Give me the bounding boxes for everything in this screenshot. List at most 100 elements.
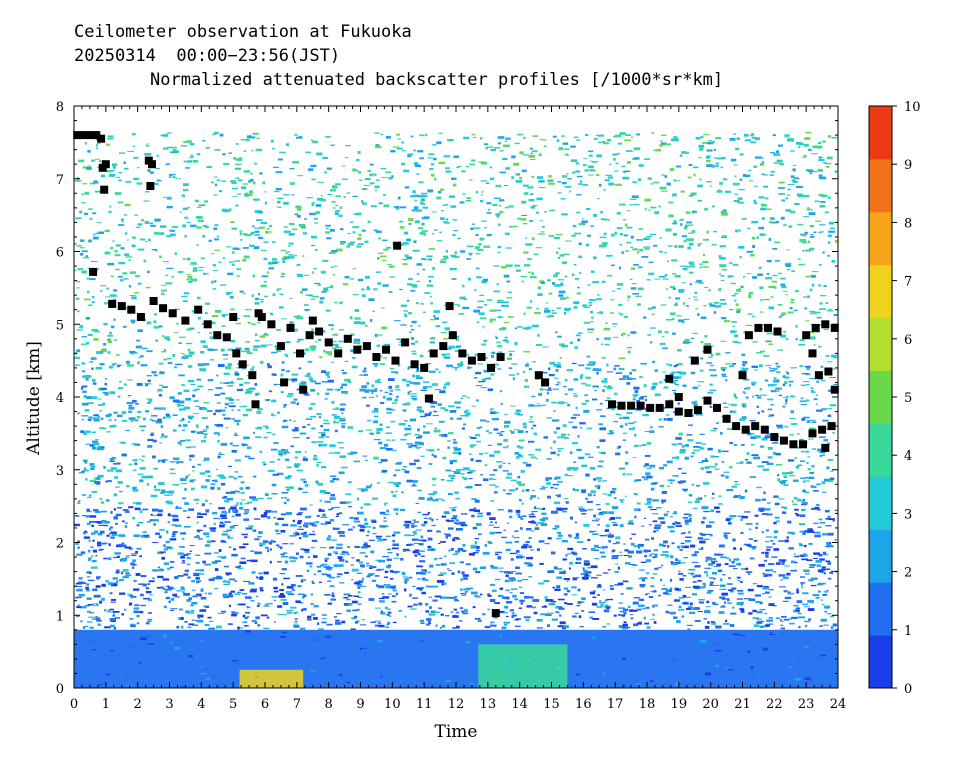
backscatter-cell <box>216 374 219 377</box>
backscatter-cell <box>612 543 617 545</box>
backscatter-cell <box>537 403 540 405</box>
backscatter-cell <box>650 618 655 620</box>
backscatter-cell <box>205 510 209 513</box>
backscatter-cell <box>347 546 350 548</box>
backscatter-cell <box>490 521 493 524</box>
backscatter-cell <box>93 414 99 417</box>
backscatter-cell <box>314 521 320 524</box>
backscatter-cell <box>153 523 156 526</box>
backscatter-cell <box>342 283 349 286</box>
backscatter-cell <box>460 588 463 591</box>
backscatter-cell <box>666 182 671 186</box>
backscatter-cell <box>611 557 619 560</box>
backscatter-cell <box>384 391 389 394</box>
backscatter-cell <box>267 261 273 265</box>
backscatter-cell <box>732 410 737 413</box>
backscatter-cell <box>298 512 303 514</box>
backscatter-cell <box>573 393 577 395</box>
backscatter-cell <box>564 473 568 476</box>
backscatter-cell <box>369 182 373 185</box>
backscatter-cell <box>803 416 810 419</box>
backscatter-cell <box>619 611 624 613</box>
backscatter-cell <box>139 238 146 241</box>
backscatter-cell <box>566 296 569 299</box>
backscatter-cell <box>432 267 436 270</box>
backscatter-cell <box>620 626 623 628</box>
backscatter-cell <box>200 430 207 432</box>
backscatter-cell <box>818 590 821 593</box>
backscatter-cell <box>220 392 226 395</box>
backscatter-cell <box>721 156 726 160</box>
backscatter-cell <box>172 484 179 486</box>
backscatter-cell <box>472 567 478 571</box>
backscatter-cell <box>674 511 677 514</box>
backscatter-cell <box>624 562 631 565</box>
backscatter-cell <box>650 426 653 429</box>
backscatter-cell <box>768 367 771 369</box>
backscatter-cell <box>167 567 171 570</box>
backscatter-cell <box>665 554 670 558</box>
backscatter-cell <box>130 624 136 628</box>
backscatter-cell <box>800 403 807 405</box>
backscatter-cell <box>751 546 756 550</box>
backscatter-cell <box>802 489 806 493</box>
backscatter-cell <box>81 515 87 517</box>
backscatter-cell <box>419 410 425 413</box>
backscatter-cell <box>707 590 714 592</box>
backscatter-cell <box>87 576 91 578</box>
backscatter-cell <box>203 532 210 536</box>
backscatter-cell <box>557 180 562 183</box>
backscatter-cell <box>694 551 699 554</box>
backscatter-cell <box>656 529 659 532</box>
backscatter-cell <box>386 565 391 569</box>
backscatter-cell <box>183 160 188 163</box>
backscatter-cell <box>299 384 306 387</box>
backscatter-cell <box>325 373 330 376</box>
backscatter-cell <box>214 424 218 426</box>
backscatter-cell <box>632 293 640 295</box>
backscatter-cell <box>110 601 117 603</box>
backscatter-cell <box>264 642 270 644</box>
backscatter-cell <box>137 444 141 446</box>
backscatter-cell <box>150 494 158 498</box>
backscatter-cell <box>566 590 571 593</box>
backscatter-cell <box>636 399 641 403</box>
backscatter-cell <box>572 552 577 555</box>
backscatter-cell <box>377 622 382 624</box>
backscatter-cell <box>405 402 411 406</box>
backscatter-cell <box>673 391 676 395</box>
backscatter-cell <box>589 591 596 595</box>
backscatter-cell <box>312 295 319 298</box>
backscatter-cell <box>528 537 532 539</box>
backscatter-cell <box>683 318 690 321</box>
backscatter-cell <box>606 623 611 625</box>
backscatter-cell <box>832 520 835 522</box>
backscatter-cell <box>528 199 535 202</box>
backscatter-cell <box>197 512 201 516</box>
backscatter-cell <box>598 451 605 454</box>
backscatter-cell <box>264 603 268 606</box>
backscatter-cell <box>729 624 735 627</box>
backscatter-cell <box>799 400 807 403</box>
backscatter-cell <box>714 305 722 308</box>
backscatter-cell <box>430 401 438 405</box>
backscatter-cell <box>109 592 113 595</box>
backscatter-cell <box>241 443 246 445</box>
backscatter-cell <box>157 459 161 463</box>
backscatter-cell <box>745 544 752 547</box>
backscatter-cell <box>344 157 349 159</box>
backscatter-cell <box>263 463 267 466</box>
backscatter-cell <box>651 132 655 134</box>
layer-surface <box>74 629 838 688</box>
backscatter-cell <box>266 616 270 619</box>
backscatter-cell <box>160 436 163 439</box>
backscatter-cell <box>135 403 139 405</box>
backscatter-cell <box>413 603 418 606</box>
backscatter-cell <box>489 484 496 486</box>
backscatter-cell <box>260 589 264 592</box>
backscatter-cell <box>373 420 378 424</box>
backscatter-cell <box>386 135 391 139</box>
backscatter-cell <box>437 574 444 576</box>
backscatter-cell <box>819 571 826 573</box>
backscatter-cell <box>720 367 727 370</box>
